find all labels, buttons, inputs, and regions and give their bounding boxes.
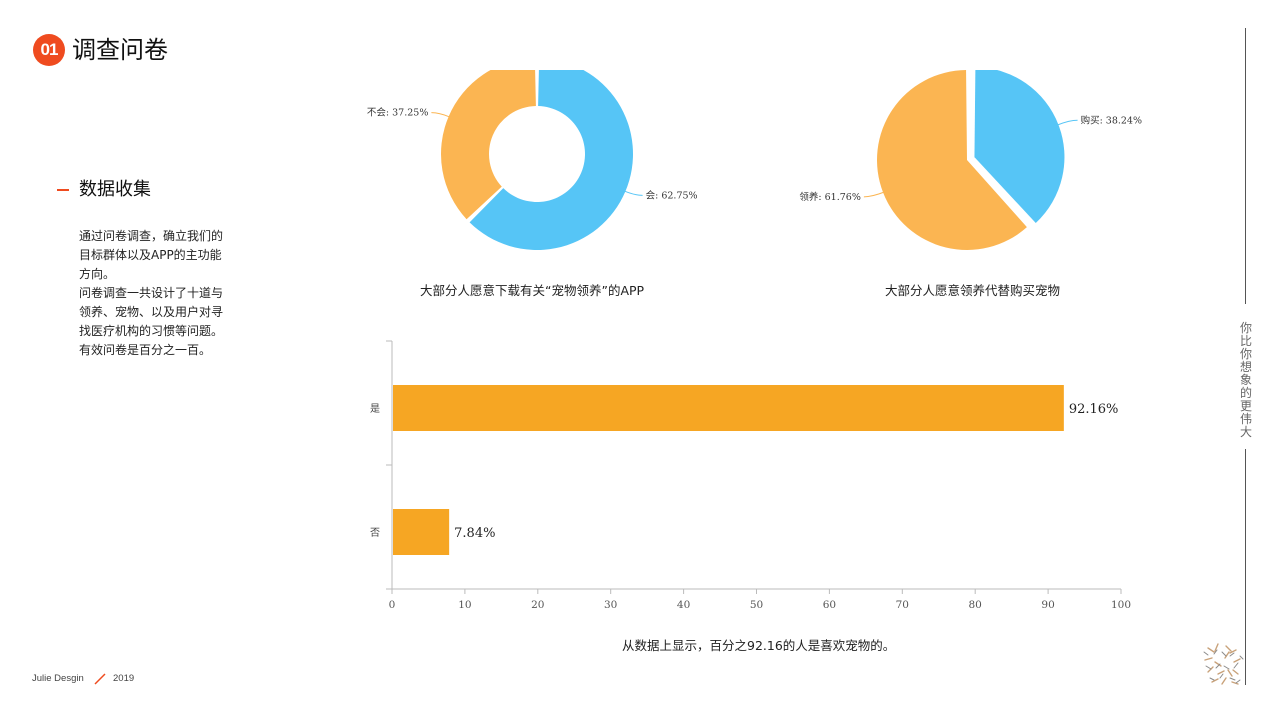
bar-是 bbox=[393, 385, 1064, 431]
section-description: 通过问卷调查，确立我们的 目标群体以及APP的主功能 方向。 问卷调查一共设计了… bbox=[79, 227, 249, 360]
x-tick-label: 10 bbox=[458, 599, 471, 611]
side-text-line1: 你比你想象的 bbox=[1239, 322, 1253, 400]
pie-label: 不会: 37.25% bbox=[367, 107, 428, 119]
section-dash-icon bbox=[57, 189, 69, 191]
x-tick-label: 100 bbox=[1111, 599, 1131, 611]
description-line: 有效问卷是百分之一百。 bbox=[79, 343, 212, 357]
bar-chart-caption: 从数据上显示，百分之92.16的人是喜欢宠物的。 bbox=[622, 638, 896, 653]
pie-chart-adopt-vs-buy: 购买: 38.24% 领养: 61.76% bbox=[799, 70, 1142, 250]
pie-slice-购买 bbox=[974, 70, 1065, 224]
x-tick-label: 60 bbox=[823, 599, 836, 611]
x-tick-label: 80 bbox=[969, 599, 982, 611]
description-line: 方向。 bbox=[79, 267, 116, 281]
side-text-char: 更 bbox=[1239, 399, 1252, 413]
x-tick-label: 70 bbox=[896, 599, 909, 611]
pie-label: 购买: 38.24% bbox=[1081, 114, 1142, 126]
slash-icon bbox=[94, 673, 106, 685]
side-text-char: 你 bbox=[1239, 321, 1252, 335]
pie-leader-line bbox=[431, 112, 450, 118]
bar-value-label: 7.84% bbox=[454, 526, 495, 541]
x-tick-label: 30 bbox=[604, 599, 617, 611]
x-tick-label: 20 bbox=[531, 599, 544, 611]
pie-slice-不会 bbox=[441, 70, 536, 220]
bar-chart: 是 92.16% 否 7.84% 0 10 20 30 40 50 60 70 80 90 100 bbox=[370, 340, 1131, 611]
section-title: 数据收集 bbox=[79, 179, 151, 200]
footer-author: Julie Desgin bbox=[32, 673, 84, 684]
side-text-char: 伟 bbox=[1239, 412, 1252, 426]
description-line: 领养、宠物、以及用户对寻 bbox=[79, 305, 224, 319]
side-text-char: 想 bbox=[1239, 360, 1252, 374]
side-divider-top bbox=[1245, 28, 1246, 304]
description-line: 问卷调查一共设计了十道与 bbox=[79, 286, 224, 300]
pie-leader-line bbox=[863, 191, 885, 198]
pie-leader-line bbox=[624, 190, 643, 196]
category-label: 是 bbox=[370, 403, 380, 415]
description-line: 找医疗机构的习惯等问题。 bbox=[79, 324, 224, 338]
x-tick-label: 90 bbox=[1041, 599, 1054, 611]
pie-label: 会: 62.75% bbox=[646, 189, 698, 201]
donut-chart-download-app: 会: 62.75% 不会: 37.25% bbox=[367, 70, 698, 250]
x-tick-label: 40 bbox=[677, 599, 690, 611]
side-text-char: 象 bbox=[1239, 373, 1252, 387]
side-text-char: 你 bbox=[1239, 347, 1252, 361]
pie-leader-line bbox=[1057, 119, 1078, 126]
section-number-badge: 01 bbox=[33, 34, 65, 66]
bar-否 bbox=[393, 509, 450, 555]
decorative-pattern-icon bbox=[1203, 643, 1244, 685]
page-title: 调查问卷 bbox=[72, 36, 168, 64]
pie2-caption: 大部分人愿意领养代替购买宠物 bbox=[885, 283, 1061, 298]
pie-slice-会 bbox=[469, 70, 633, 250]
x-tick-label: 50 bbox=[750, 599, 763, 611]
side-text-char: 的 bbox=[1239, 386, 1252, 400]
category-label: 否 bbox=[370, 527, 380, 539]
pie1-caption: 大部分人愿意下载有关“宠物领养”的APP bbox=[420, 283, 645, 298]
x-tick-label: 0 bbox=[389, 599, 396, 611]
pie-charts: 会: 62.75% 不会: 37.25% 购买: 38.24% 领养: 61.76% bbox=[367, 70, 1142, 250]
side-divider-bottom bbox=[1245, 449, 1246, 685]
footer-year: 2019 bbox=[113, 673, 135, 684]
pie-label: 领养: 61.76% bbox=[799, 191, 860, 203]
side-text-char: 比 bbox=[1239, 334, 1252, 348]
side-text-char: 大 bbox=[1239, 425, 1252, 439]
bar-value-label: 92.16% bbox=[1069, 402, 1119, 417]
description-line: 通过问卷调查，确立我们的 bbox=[79, 229, 224, 243]
side-text-line2: 更伟大 bbox=[1239, 400, 1253, 439]
pie-slice-领养 bbox=[877, 70, 1027, 250]
description-line: 目标群体以及APP的主功能 bbox=[79, 248, 222, 262]
